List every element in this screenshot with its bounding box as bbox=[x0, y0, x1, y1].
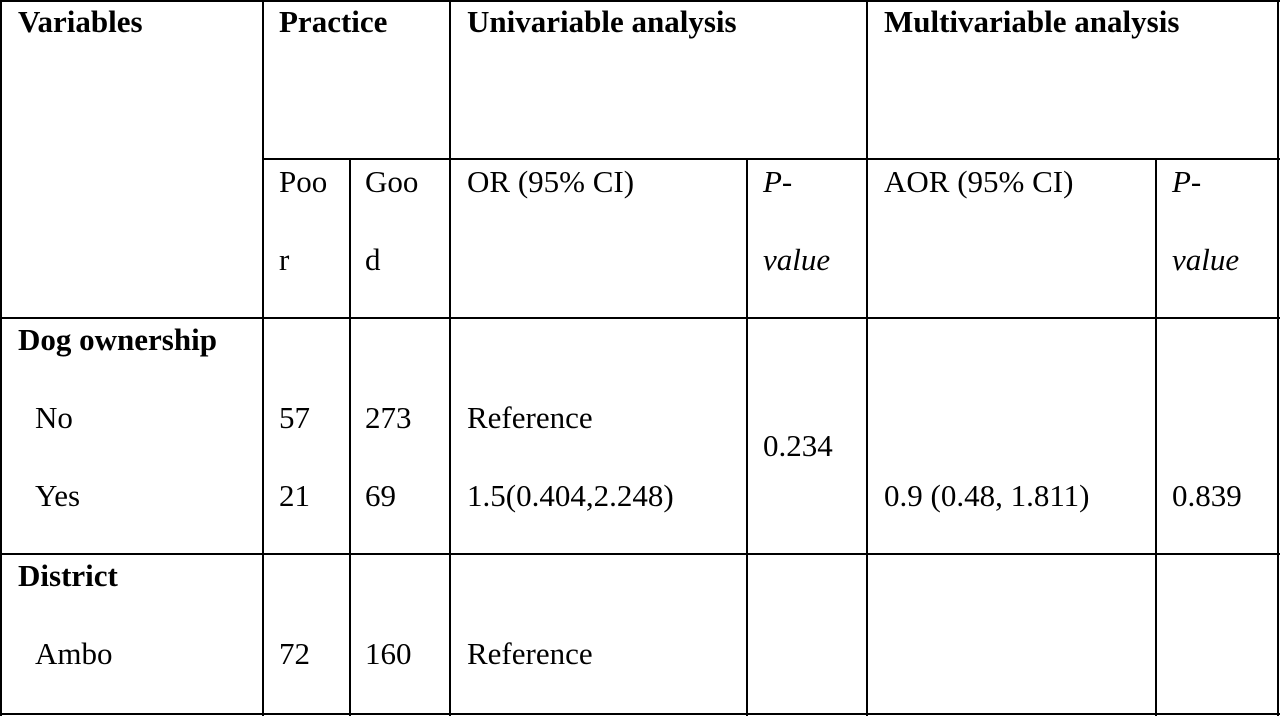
col-divider-practice bbox=[449, 0, 451, 716]
header-p2-line2: value bbox=[1172, 242, 1240, 277]
col-divider-univariable bbox=[866, 0, 868, 716]
cell-aor: 0.9 (0.48, 1.811) bbox=[884, 478, 1090, 513]
cell-poor: 57 bbox=[279, 400, 310, 435]
cell-good: 160 bbox=[365, 636, 412, 671]
cell-or: Reference bbox=[467, 400, 593, 435]
header-variables: Variables bbox=[18, 4, 143, 39]
section-title-dog-ownership: Dog ownership bbox=[18, 322, 217, 357]
header-p-line2: value bbox=[763, 242, 831, 277]
header-univariable: Univariable analysis bbox=[467, 4, 737, 39]
cell-p-merged: 0.234 bbox=[763, 428, 833, 463]
table-border-right bbox=[1277, 0, 1279, 716]
header-divider bbox=[263, 158, 1280, 160]
header-p-line1: P- bbox=[763, 164, 793, 199]
row-label-ambo: Ambo bbox=[35, 636, 113, 671]
row-label-no: No bbox=[35, 400, 73, 435]
col-divider-aor-p bbox=[1155, 158, 1157, 716]
header-good-line2: d bbox=[365, 242, 381, 277]
cell-poor: 72 bbox=[279, 636, 310, 671]
cell-or: Reference bbox=[467, 636, 593, 671]
header-multivariable: Multivariable analysis bbox=[884, 4, 1180, 39]
cell-good: 69 bbox=[365, 478, 396, 513]
cell-poor: 21 bbox=[279, 478, 310, 513]
header-bottom-rule bbox=[0, 317, 1280, 319]
row-label-yes: Yes bbox=[35, 478, 81, 513]
header-practice: Practice bbox=[279, 4, 388, 39]
header-or-ci: OR (95% CI) bbox=[467, 164, 635, 199]
col-divider-variables bbox=[262, 0, 264, 716]
cell-p2: 0.839 bbox=[1172, 478, 1242, 513]
table-border-left bbox=[0, 0, 2, 716]
table-border-bottom bbox=[0, 713, 1280, 715]
col-divider-poor-good bbox=[349, 158, 351, 716]
header-poor-line1: Poo bbox=[279, 164, 328, 199]
header-poor-line2: r bbox=[279, 242, 290, 277]
header-p2-line1: P- bbox=[1172, 164, 1202, 199]
cell-or: 1.5(0.404,2.248) bbox=[467, 478, 674, 513]
header-aor-ci: AOR (95% CI) bbox=[884, 164, 1074, 199]
section-title-district: District bbox=[18, 558, 118, 593]
cell-good: 273 bbox=[365, 400, 412, 435]
table-border-top bbox=[0, 0, 1280, 2]
col-divider-or-p bbox=[746, 158, 748, 716]
section-divider bbox=[0, 553, 1280, 555]
header-good-line1: Goo bbox=[365, 164, 419, 199]
